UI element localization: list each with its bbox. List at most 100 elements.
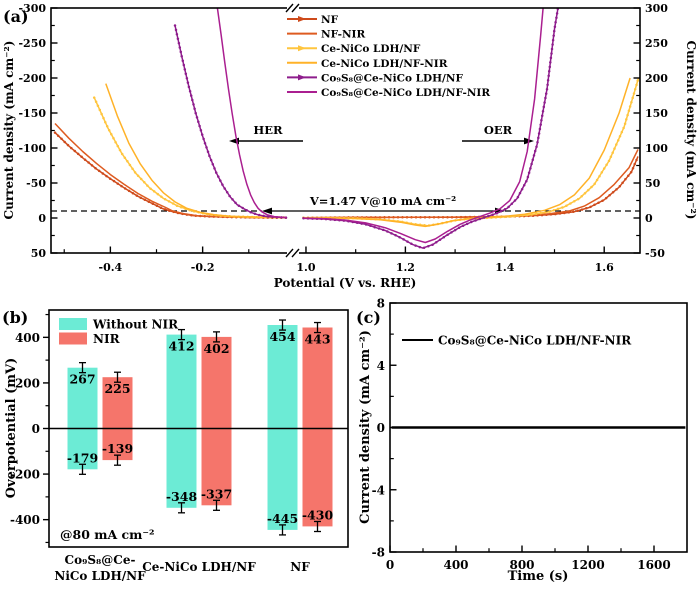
panel-c-xaxis-title: Time (s) xyxy=(508,569,569,584)
category-label: NiCo LDH/NF xyxy=(54,569,146,583)
category-label: NF xyxy=(290,560,310,574)
panel-a-plot: -300 -250 -200 -150 -100 -50 0 50 300 250 200 150 10… xyxy=(18,2,668,274)
curve-oer-NF xyxy=(303,156,639,219)
panel-a-xaxis-title: Potential (V vs. RHE) xyxy=(274,276,417,290)
c-xtick-label: 0 xyxy=(386,558,394,572)
legend-label-Ce-NiCo LDH/NF: Ce-NiCo LDH/NF xyxy=(321,43,421,55)
panel-a-right-yaxis-title: Current density (mA cm⁻²) xyxy=(684,41,698,220)
legend-swatch-Without NIR xyxy=(59,318,87,330)
bar-Without NIR-0 xyxy=(67,367,98,470)
panel-c-legend: Co₉S₈@Ce-NiCo LDH/NF-NIR xyxy=(402,334,632,348)
c-ytick-label: 4 xyxy=(377,359,385,373)
legend-marker-NF xyxy=(298,16,306,22)
c-xtick-label: 800 xyxy=(509,558,534,572)
right-ytick-label: 50 xyxy=(645,177,661,190)
curve-her-Ce-NiCo LDH/NF-NIR xyxy=(105,83,287,219)
panel-a-oer-annotation: OER xyxy=(484,123,513,137)
legend-label-Ce-NiCo LDH/NF-NIR: Ce-NiCo LDH/NF-NIR xyxy=(321,58,448,70)
c-ytick-label: -4 xyxy=(372,483,385,497)
legend-label-Co₉S₈@Ce-NiCo LDH/NF-NIR: Co₉S₈@Ce-NiCo LDH/NF-NIR xyxy=(321,87,490,99)
left-ytick-label: -300 xyxy=(18,2,46,15)
left-ytick-label: -100 xyxy=(18,142,46,155)
right-ytick-label: 250 xyxy=(645,37,668,50)
bar-value-label: -139 xyxy=(102,441,133,456)
curve-oer-Co₉S₈@Ce-NiCo LDH/NF-NIR xyxy=(303,7,544,244)
curve-her-Co₉S₈@Ce-NiCo LDH/NF-NIR xyxy=(216,7,287,219)
bar-Without NIR-2 xyxy=(267,325,298,530)
panel-b-plot: 267 -179 412 -348 454 -445 225 -139 402 -337 443 -4… xyxy=(10,309,349,583)
marker-beads xyxy=(92,96,285,219)
legend-marker-Ce-NiCo LDH/NF xyxy=(298,45,306,52)
left-ytick-label: -50 xyxy=(26,177,46,190)
curve-her-NF xyxy=(54,132,287,219)
xtick-label: -0.4 xyxy=(99,261,123,274)
panel-a-left-yaxis-title: Current density (mA cm⁻²) xyxy=(2,41,16,220)
legend-swatch-NIR xyxy=(59,332,87,345)
bar-value-label: 443 xyxy=(304,332,330,347)
panel-c-yaxis-title: Current density (mA cm⁻²) xyxy=(358,330,373,524)
b-ytick-label: -200 xyxy=(10,468,40,482)
bar-value-label: 267 xyxy=(69,372,95,387)
b-ytick-label: 200 xyxy=(15,376,40,390)
curve-her-Ce-NiCo LDH/NF xyxy=(93,97,287,219)
bar-NIR-1 xyxy=(201,336,232,506)
legend-label-NF: NF xyxy=(321,14,339,26)
category-label: Co₉S₈@Ce- xyxy=(65,553,136,567)
left-ytick-label: 50 xyxy=(31,247,47,260)
panel-b-label: (b) xyxy=(2,308,28,327)
panel-a-her-annotation: HER xyxy=(253,123,283,137)
left-ytick-label: -150 xyxy=(18,107,46,120)
bar-NIR-0 xyxy=(102,377,133,461)
right-ytick-label: -50 xyxy=(645,247,665,260)
panel-a-voltage-annotation: V=1.47 V@10 mA cm⁻² xyxy=(309,194,456,208)
c-xtick-label: 400 xyxy=(443,558,468,572)
axis-break-mask-bottom xyxy=(287,251,299,255)
right-ytick-label: 0 xyxy=(645,212,653,225)
xtick-label: 1.0 xyxy=(296,261,315,274)
bar-Without NIR-1 xyxy=(166,334,197,508)
curve-her-Co₉S₈@Ce-NiCo LDH/NF xyxy=(174,25,287,219)
b-ytick-label: 400 xyxy=(15,331,40,345)
c-xtick-label: 1200 xyxy=(571,558,604,572)
right-ytick-label: 300 xyxy=(645,2,668,15)
bar-NIR-2 xyxy=(302,327,333,527)
axis-break-slash xyxy=(291,3,300,13)
c-xtick-label: 1600 xyxy=(637,558,670,572)
left-ytick-label: 0 xyxy=(38,212,46,225)
panel-b-yaxis-title: Overpotential (mV) xyxy=(4,358,19,498)
right-ytick-label: 150 xyxy=(645,107,668,120)
axis-break-mask-top xyxy=(287,6,299,10)
legend-marker-Co₉S₈@Ce-NiCo LDH/NF xyxy=(298,74,306,81)
b-ytick-label: -400 xyxy=(10,513,40,527)
axis-break-slash xyxy=(291,248,300,258)
xtick-label: 1.6 xyxy=(595,261,614,274)
panel-c-label: (c) xyxy=(356,308,381,327)
panel-a-label: (a) xyxy=(3,7,29,26)
panel-c-plot: 0 400 800 1200 1600 -8 -4 0 4 8 Co₉S₈@Ce-NiCo LDH/… xyxy=(372,297,688,572)
category-label: Ce-NiCo LDH/NF xyxy=(142,560,256,574)
b-ytick-label: 0 xyxy=(32,422,40,436)
axis-break-slash xyxy=(285,3,294,13)
curve-oer-NF-NIR xyxy=(303,149,639,219)
c-ytick-label: 0 xyxy=(377,421,385,435)
arrowhead-left xyxy=(262,207,272,215)
c-ytick-label: -8 xyxy=(372,546,385,560)
panel-b-current-annotation: @80 mA cm⁻² xyxy=(60,527,154,542)
legend-label-Co₉S₈@Ce-NiCo LDH/NF: Co₉S₈@Ce-NiCo LDH/NF xyxy=(321,72,463,84)
legend-label-NF-NIR: NF-NIR xyxy=(321,29,365,41)
left-ytick-label: -200 xyxy=(18,72,46,85)
bar-value-label: 412 xyxy=(168,339,194,354)
xtick-label: 1.4 xyxy=(495,261,514,274)
bar-value-label: -445 xyxy=(267,511,298,526)
bar-value-label: 454 xyxy=(269,329,295,344)
right-ytick-label: 100 xyxy=(645,142,668,155)
curve-her-NF-NIR xyxy=(54,122,287,219)
bar-value-label: -179 xyxy=(67,450,98,465)
left-ytick-label: -250 xyxy=(18,37,46,50)
axis-break-slash xyxy=(285,248,294,258)
panel-a-legend: NF NF-NIR Ce-NiCo LDH/NF Ce-NiCo LDH/NF-NIR… xyxy=(287,14,490,99)
legend-label-NIR: NIR xyxy=(93,332,121,346)
